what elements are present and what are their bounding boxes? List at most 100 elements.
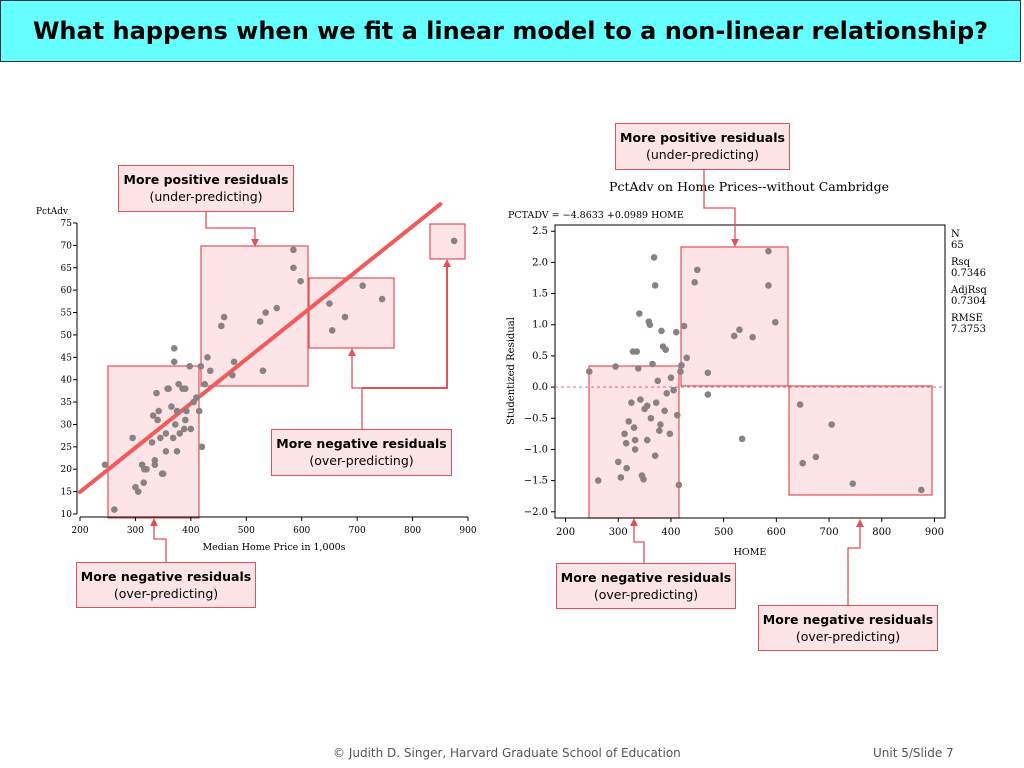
x-tick-label-1: 800 — [404, 526, 421, 536]
connector-positive-left — [205, 212, 259, 247]
stat-value: 0.7304 — [951, 296, 986, 307]
data-point-2 — [640, 476, 647, 483]
data-point-2 — [680, 322, 688, 330]
data-point-2 — [675, 481, 683, 489]
data-point-2 — [917, 486, 925, 494]
data-point-2 — [771, 318, 779, 326]
y-tick-label-2: 2.0 — [532, 257, 548, 268]
stat-label: RMSE — [951, 313, 983, 324]
data-point-1 — [259, 367, 267, 375]
data-point-2 — [657, 421, 664, 428]
x-tick-label-2: 200 — [556, 527, 575, 538]
data-point-2 — [765, 282, 772, 289]
y-axis-label-2: Studentized Residual — [506, 317, 517, 425]
data-point-1 — [206, 367, 214, 375]
data-point-2 — [630, 424, 638, 431]
data-point-1 — [198, 443, 206, 451]
data-point-1 — [173, 448, 181, 455]
data-point-2 — [650, 254, 658, 261]
connector-negative-middle-b — [362, 259, 451, 389]
regression-equation: PCTADV = −4.8633 +0.0989 HOME — [508, 210, 684, 221]
data-point-2 — [704, 391, 712, 398]
y-tick-label-1: 45 — [61, 353, 73, 363]
data-point-1 — [175, 380, 182, 388]
data-point-2 — [691, 279, 698, 286]
data-point-1 — [187, 425, 195, 433]
y-tick-label-1: 15 — [61, 488, 73, 498]
callout-negative-middle: More negative residuals (over-predicting… — [271, 429, 452, 476]
y-tick-label-2: 0.0 — [532, 382, 548, 393]
data-point-1 — [182, 385, 189, 392]
data-point-2 — [652, 399, 660, 406]
data-point-1 — [229, 371, 236, 379]
data-point-1 — [218, 322, 225, 330]
data-point-1 — [195, 407, 203, 415]
data-point-1 — [173, 407, 181, 415]
data-point-1 — [341, 313, 349, 321]
data-point-2 — [693, 266, 701, 274]
stat-value: 0.7346 — [951, 268, 986, 279]
y-tick-label-2: 0.5 — [532, 351, 548, 362]
data-point-2 — [625, 418, 633, 425]
x-tick-label-2: 700 — [820, 527, 839, 538]
stat-value: 65 — [951, 240, 964, 251]
data-point-1 — [129, 434, 136, 442]
data-point-2 — [647, 414, 655, 422]
x-tick-label-2: 900 — [925, 527, 944, 538]
x-tick-label-1: 500 — [238, 526, 255, 536]
data-point-1 — [297, 277, 304, 285]
data-point-2 — [651, 452, 659, 459]
data-point-2 — [667, 374, 675, 382]
callout-heading: More positive residuals — [123, 172, 289, 187]
callout-subtext: (over-predicting) — [113, 586, 219, 601]
y-tick-label-1: 50 — [61, 331, 73, 341]
fit-line — [78, 202, 443, 494]
data-point-1 — [111, 506, 118, 513]
data-point-2 — [649, 360, 656, 368]
data-point-1 — [165, 385, 172, 392]
callout-heading: More positive residuals — [620, 130, 785, 145]
data-point-2 — [662, 346, 669, 353]
data-point-1 — [180, 425, 188, 433]
y-tick-label-1: 60 — [61, 286, 73, 296]
data-point-2 — [636, 310, 643, 317]
y-tick-label-2: −2.0 — [524, 507, 548, 518]
y-tick-label-1: 10 — [61, 510, 73, 520]
data-point-1 — [143, 465, 150, 473]
y-tick-label-1: 70 — [61, 241, 73, 251]
data-point-1 — [197, 362, 205, 370]
data-point-1 — [183, 407, 190, 415]
data-point-2 — [621, 430, 628, 438]
data-point-2 — [658, 327, 665, 335]
data-point-1 — [140, 479, 148, 486]
callout-heading: More negative residuals — [762, 612, 934, 627]
data-point-2 — [683, 354, 691, 362]
data-point-2 — [663, 390, 671, 397]
footer-credit: © Judith D. Singer, Harvard Graduate Sch… — [333, 746, 681, 760]
y-tick-label-2: 2.5 — [532, 226, 548, 237]
highlight-box-outlier — [429, 223, 466, 260]
x-tick-label-2: 500 — [714, 527, 733, 538]
x-tick-label-2: 300 — [609, 527, 628, 538]
data-point-1 — [378, 295, 386, 303]
footer-slide-number: Unit 5/Slide 7 — [873, 746, 954, 760]
y-tick-label-2: −1.5 — [524, 476, 548, 487]
data-point-2 — [594, 477, 602, 484]
data-point-1 — [170, 345, 178, 352]
data-point-1 — [170, 358, 178, 366]
x-tick-label-1: 400 — [182, 526, 199, 536]
data-point-1 — [101, 461, 109, 469]
stat-label: N — [951, 229, 960, 240]
data-point-2 — [614, 458, 622, 466]
connector-positive-right — [703, 170, 739, 247]
callout-heading: More negative residuals — [80, 569, 252, 584]
callout-subtext: (over-predicting) — [309, 453, 414, 468]
data-point-2 — [622, 439, 630, 447]
data-point-2 — [643, 436, 651, 444]
data-point-2 — [612, 363, 619, 370]
callout-subtext: (over-predicting) — [593, 587, 699, 602]
chart-title-2: PctAdv on Home Prices--without Cambridge — [609, 179, 889, 194]
y-tick-label-1: 25 — [61, 443, 73, 453]
y-tick-label-2: −1.0 — [524, 444, 548, 455]
data-point-2 — [677, 368, 684, 375]
